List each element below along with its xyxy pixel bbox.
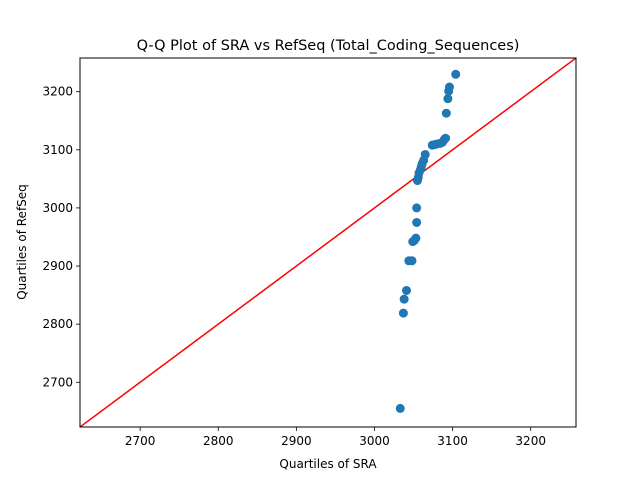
x-tick-label: 3200 [515,434,546,448]
data-point [441,133,451,143]
chart-title: Q-Q Plot of SRA vs RefSeq (Total_Coding_… [137,38,520,54]
reference-line-group [80,58,576,427]
y-axis-label: Quartiles of RefSeq [15,184,29,300]
data-point [443,94,453,104]
x-axis-label: Quartiles of SRA [279,457,377,471]
data-point [441,108,451,118]
y-tick-label: 2700 [42,375,73,389]
data-point [444,82,454,92]
y-tick-label: 3200 [42,85,73,99]
reference-line [80,58,576,427]
x-tick-label: 2700 [125,434,156,448]
x-tick-label: 3000 [359,434,390,448]
y-tick-label: 2900 [42,259,73,273]
x-tick-label: 2800 [203,434,234,448]
y-tick-label: 3000 [42,201,73,215]
data-point [395,403,405,413]
data-point [399,294,409,304]
data-point [398,308,408,318]
x-axis-ticks: 2700 2800 2900 3000 3100 3200 [125,427,546,448]
data-point [451,69,461,79]
data-points [395,69,461,413]
data-point [412,203,422,213]
x-tick-label: 3100 [437,434,468,448]
plot-area [79,57,577,428]
data-point [420,149,430,159]
data-point [402,285,412,295]
x-tick-label: 2900 [281,434,312,448]
y-tick-label: 3100 [42,143,73,157]
plot-frame [79,57,577,428]
y-tick-label: 2800 [42,317,73,331]
y-axis-ticks: 2700 2800 2900 3000 3100 3200 [42,85,80,389]
data-point [411,233,421,243]
data-point [407,256,417,266]
data-point [412,217,422,227]
